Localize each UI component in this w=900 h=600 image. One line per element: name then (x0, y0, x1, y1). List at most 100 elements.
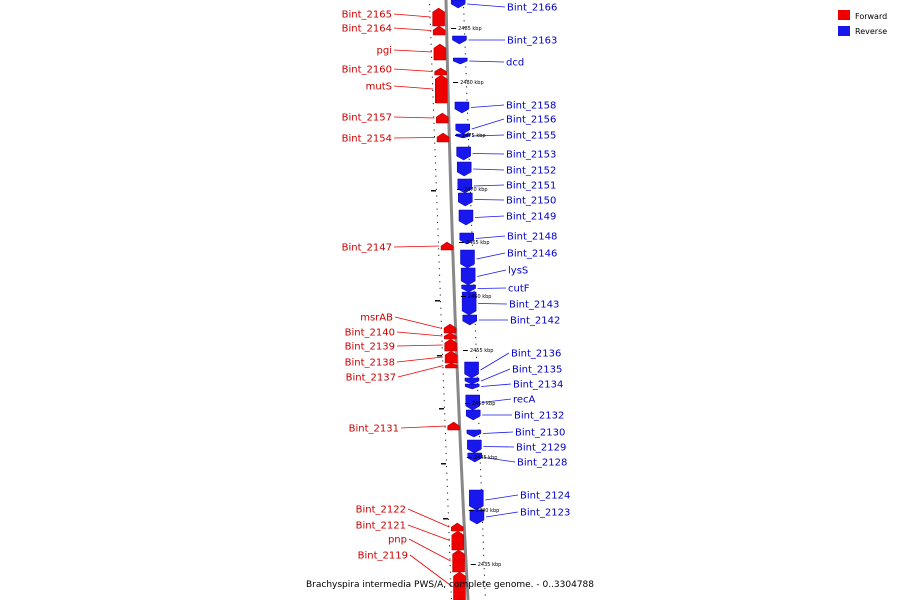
scale-label: 2475 kbp (462, 133, 486, 139)
reverse-gene-leader (477, 269, 507, 277)
tick-mark (484, 581, 486, 583)
tick-mark (433, 116, 435, 118)
tick-mark (438, 254, 440, 256)
reverse-gene-leader (485, 494, 519, 501)
forward-gene-label: mutS (366, 82, 392, 93)
tick-mark (438, 261, 440, 263)
tick-mark (448, 538, 450, 540)
reverse-gene-arrow (467, 439, 482, 454)
tick-mark (443, 393, 445, 395)
forward-gene-leader (393, 27, 432, 31)
reverse-gene-arrow (452, 35, 467, 45)
tick-mark (447, 512, 449, 514)
tick-mark (480, 475, 482, 477)
tick-mark (441, 347, 443, 349)
forward-gene-arrow (436, 112, 449, 124)
tick-mark (435, 162, 436, 164)
tick-mark (438, 268, 440, 270)
reverse-gene-label: Bint_2151 (506, 181, 556, 192)
reverse-gene-leader (467, 3, 506, 8)
tick-mark (445, 446, 447, 448)
forward-gene-leader (407, 508, 450, 528)
legend-forward-label: Forward (855, 12, 887, 21)
forward-gene-leader (396, 344, 443, 347)
tick-mark (465, 73, 467, 75)
tick-mark (436, 195, 438, 197)
forward-gene-arrow (444, 332, 457, 340)
tick-mark (478, 422, 480, 424)
tick-mark (446, 466, 448, 468)
reverse-gene-leader (474, 215, 505, 218)
reverse-gene-label: Bint_2150 (506, 196, 556, 207)
tick-mark (446, 472, 448, 474)
tick-mark (442, 353, 443, 355)
scale-label: 2485 kbp (458, 26, 482, 32)
tick-mark (480, 488, 482, 490)
tick-mark (435, 175, 437, 177)
forward-gene-arrow (445, 362, 458, 369)
tick-mark (449, 565, 451, 567)
tick-mark (443, 406, 445, 408)
tick-mark (465, 79, 467, 81)
tick-mark (444, 426, 446, 428)
reverse-gene-label: recA (513, 395, 536, 406)
tick-mark (469, 191, 471, 193)
forward-gene-label: Bint_2122 (356, 505, 406, 516)
forward-gene-leader (396, 331, 443, 337)
tick-mark (450, 571, 451, 573)
reverse-gene-leader (476, 252, 506, 260)
tick-mark (468, 139, 469, 141)
legend-forward-swatch (838, 10, 850, 20)
tick-mark (445, 439, 447, 441)
tick-mark (429, 10, 431, 12)
forward-gene-label: Bint_2119 (358, 551, 408, 562)
reverse-gene-arrow (458, 209, 474, 226)
reverse-gene-leader (475, 235, 506, 239)
forward-gene-label: Bint_2137 (346, 373, 396, 384)
tick-mark (431, 70, 433, 72)
tick-mark (464, 33, 466, 35)
scale-label: 2470 kbp (464, 187, 488, 193)
forward-gene-arrow (453, 571, 466, 600)
legend-reverse-label: Reverse (855, 27, 887, 36)
tick-mark (432, 89, 434, 91)
tick-mark (480, 482, 482, 484)
reverse-gene-arrow (464, 383, 480, 390)
reverse-gene-label: Bint_2143 (509, 300, 559, 311)
backbone-line (444, 0, 470, 600)
forward-gene-arrow (435, 74, 448, 104)
reverse-gene-label: Bint_2128 (517, 458, 567, 469)
tick-mark (432, 83, 434, 85)
major-tick (439, 408, 444, 410)
reverse-gene-label: Bint_2132 (514, 411, 564, 422)
tick-mark (475, 330, 476, 332)
tick-mark (463, 26, 465, 28)
tick-mark (449, 558, 451, 560)
scale-label: 2435 kbp (478, 562, 502, 568)
reverse-gene-arrow (461, 291, 477, 316)
scale-label: 2460 kbp (468, 294, 492, 300)
tick-mark (431, 63, 433, 65)
tick-mark (450, 598, 452, 600)
tick-mark (473, 290, 475, 292)
tick-mark (476, 376, 478, 378)
tick-mark (466, 99, 468, 101)
reverse-gene-label: Bint_2142 (510, 316, 560, 327)
tick-mark (439, 294, 441, 296)
forward-gene-label: msrAB (360, 313, 393, 324)
scale-labels: 2485 kbp 2480 kbp 2475 kbp 2470 kbp 2465 kbp… (451, 26, 501, 568)
reverse-gene-arrow (464, 377, 480, 385)
major-tick (443, 518, 448, 520)
reverse-gene-label: Bint_2166 (507, 3, 557, 14)
map-caption: Brachyspira intermedia PWS/A, complete g… (306, 580, 594, 590)
forward-gene-arrow (436, 132, 450, 143)
tick-mark (430, 30, 432, 32)
tick-mark (482, 528, 484, 530)
reverse-gene-arrow (465, 394, 481, 411)
reverse-gene-label: cutF (508, 284, 530, 295)
tick-mark (475, 350, 477, 352)
reverse-gene-label: Bint_2123 (520, 508, 570, 519)
reverse-gene-leader (481, 383, 512, 387)
